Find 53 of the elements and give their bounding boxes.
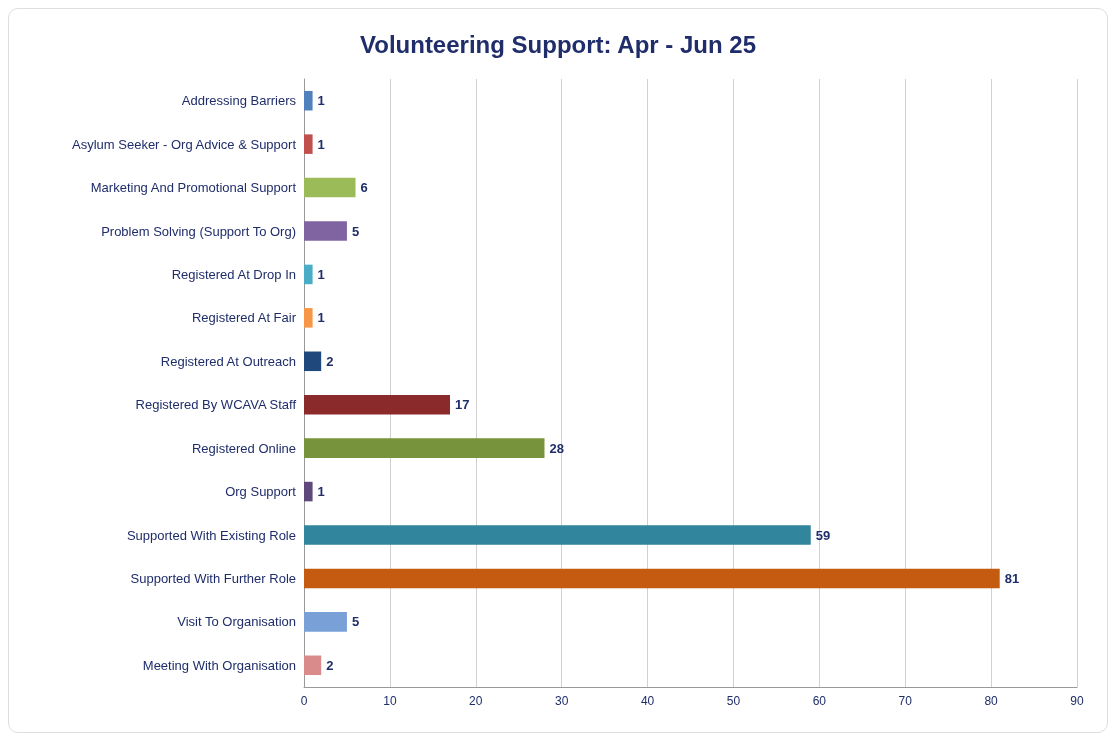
bar [304, 525, 811, 545]
x-tick-label: 90 [1070, 694, 1084, 708]
x-tick-label: 10 [383, 694, 397, 708]
bar [304, 351, 322, 372]
y-tick-label: Registered Online [191, 440, 296, 456]
data-label: 6 [360, 180, 368, 196]
data-label: 5 [351, 614, 360, 630]
data-label: 28 [549, 440, 564, 456]
x-tick-label: 80 [984, 694, 999, 708]
data-label: 1 [317, 266, 325, 282]
y-tick-label: Registered At Outreach [160, 353, 296, 369]
data-label: 1 [317, 136, 325, 152]
y-tick-label: Supported With Further Role [130, 570, 296, 586]
data-label: 5 [351, 223, 360, 239]
chart-title: Volunteering Support: Apr - Jun 25 [360, 30, 756, 58]
data-label: 1 [317, 310, 325, 326]
x-tick-label: 40 [640, 694, 655, 708]
y-tick-label: Marketing And Promotional Support [90, 180, 297, 196]
data-label: 17 [455, 397, 470, 413]
data-label: 81 [1004, 570, 1020, 586]
data-label: 1 [317, 484, 325, 500]
bar [304, 134, 313, 154]
bar [304, 177, 356, 198]
data-label: 1 [317, 93, 325, 109]
x-tick-label: 0 [300, 694, 308, 708]
y-tick-label: Registered At Fair [191, 310, 297, 326]
x-tick-label: 60 [812, 694, 827, 708]
y-tick-label: Org Support [225, 484, 297, 500]
x-tick-label: 30 [554, 694, 569, 708]
bar [304, 90, 313, 111]
x-tick-label: 20 [469, 694, 483, 708]
y-tick-label: Registered At Drop In [171, 266, 296, 282]
y-tick-label: Visit To Organisation [177, 614, 296, 630]
data-label: 2 [326, 353, 334, 369]
y-tick-label: Addressing Barriers [181, 93, 297, 109]
bar [304, 308, 313, 328]
y-tick-label: Supported With Existing Role [126, 527, 296, 543]
bar [304, 568, 1000, 589]
bar [304, 655, 322, 676]
y-tick-label: Problem Solving (Support To Org) [101, 223, 296, 239]
y-tick-label: Asylum Seeker - Org Advice & Support [72, 136, 297, 152]
bar [304, 481, 313, 502]
y-tick-label: Registered By WCAVA Staff [135, 397, 297, 413]
bar [304, 221, 347, 241]
y-tick-label: Meeting With Organisation [142, 657, 296, 673]
data-label: 59 [815, 527, 831, 543]
bar [304, 264, 313, 285]
bar [304, 394, 451, 415]
data-label: 2 [326, 657, 334, 673]
x-tick-label: 50 [726, 694, 741, 708]
bar [304, 438, 545, 458]
x-tick-label: 70 [898, 694, 913, 708]
bar [304, 612, 347, 632]
